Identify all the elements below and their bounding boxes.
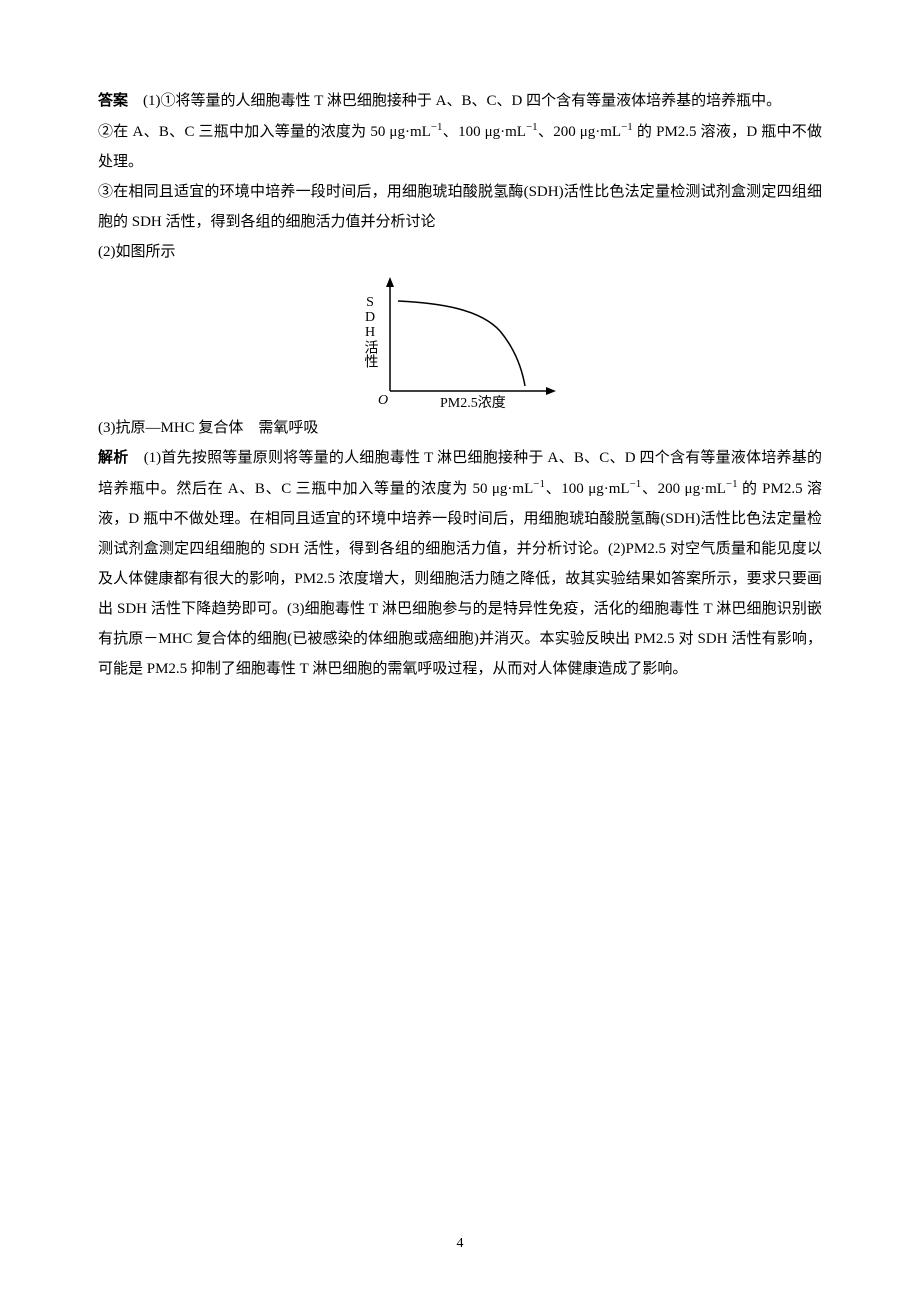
page-content: 答案 (1)①将等量的人细胞毒性 T 淋巴细胞接种于 A、B、C、D 四个含有等… — [0, 0, 920, 684]
analysis-text-c: 、200 μg·mL — [641, 481, 726, 497]
exponent: −1 — [630, 478, 642, 490]
analysis-text-b: 、100 μg·mL — [545, 481, 630, 497]
exponent: −1 — [621, 121, 633, 133]
spacer — [128, 93, 143, 109]
answer-para-4: (2)如图所示 — [98, 237, 822, 267]
spacer — [128, 450, 143, 466]
y-axis-arrow — [386, 277, 394, 287]
sdh-activity-chart: SDH活性 O PM2.5浓度 — [350, 271, 570, 411]
page-number: 4 — [0, 1236, 920, 1252]
answer-3-text: ③在相同且适宜的环境中培养一段时间后，用细胞琥珀酸脱氢酶(SDH)活性比色法定量… — [98, 184, 822, 230]
exponent: −1 — [431, 121, 443, 133]
answer-1-text: (1)①将等量的人细胞毒性 T 淋巴细胞接种于 A、B、C、D 四个含有等量液体… — [143, 93, 781, 109]
answer-2-text-a: ②在 A、B、C 三瓶中加入等量的浓度为 50 μg·mL — [98, 124, 431, 140]
curve-line — [398, 301, 525, 386]
answer-5-text: (3)抗原—MHC 复合体 需氧呼吸 — [98, 420, 318, 436]
answer-para-2: ②在 A、B、C 三瓶中加入等量的浓度为 50 μg·mL−1、100 μg·m… — [98, 116, 822, 177]
y-axis-label: SDH活性 — [363, 295, 379, 368]
answer-label: 答案 — [98, 92, 128, 109]
answer-2-text-b: 、100 μg·mL — [443, 124, 526, 140]
answer-para-5: (3)抗原—MHC 复合体 需氧呼吸 — [98, 413, 822, 443]
chart-container: SDH活性 O PM2.5浓度 — [98, 271, 822, 411]
exponent: −1 — [533, 478, 545, 490]
x-axis-arrow — [546, 387, 556, 395]
answer-4-text: (2)如图所示 — [98, 244, 176, 260]
exponent: −1 — [526, 121, 538, 133]
exponent: −1 — [726, 478, 738, 490]
analysis-label: 解析 — [98, 449, 128, 466]
x-axis-label: PM2.5浓度 — [440, 395, 506, 411]
answer-para-1: 答案 (1)①将等量的人细胞毒性 T 淋巴细胞接种于 A、B、C、D 四个含有等… — [98, 86, 822, 116]
origin-label: O — [378, 393, 388, 408]
analysis-text-d: 的 PM2.5 溶液，D 瓶中不做处理。在相同且适宜的环境中培养一段时间后，用细… — [98, 481, 822, 677]
answer-para-3: ③在相同且适宜的环境中培养一段时间后，用细胞琥珀酸脱氢酶(SDH)活性比色法定量… — [98, 177, 822, 237]
answer-2-text-c: 、200 μg·mL — [538, 124, 621, 140]
analysis-para: 解析 (1)首先按照等量原则将等量的人细胞毒性 T 淋巴细胞接种于 A、B、C、… — [98, 443, 822, 684]
